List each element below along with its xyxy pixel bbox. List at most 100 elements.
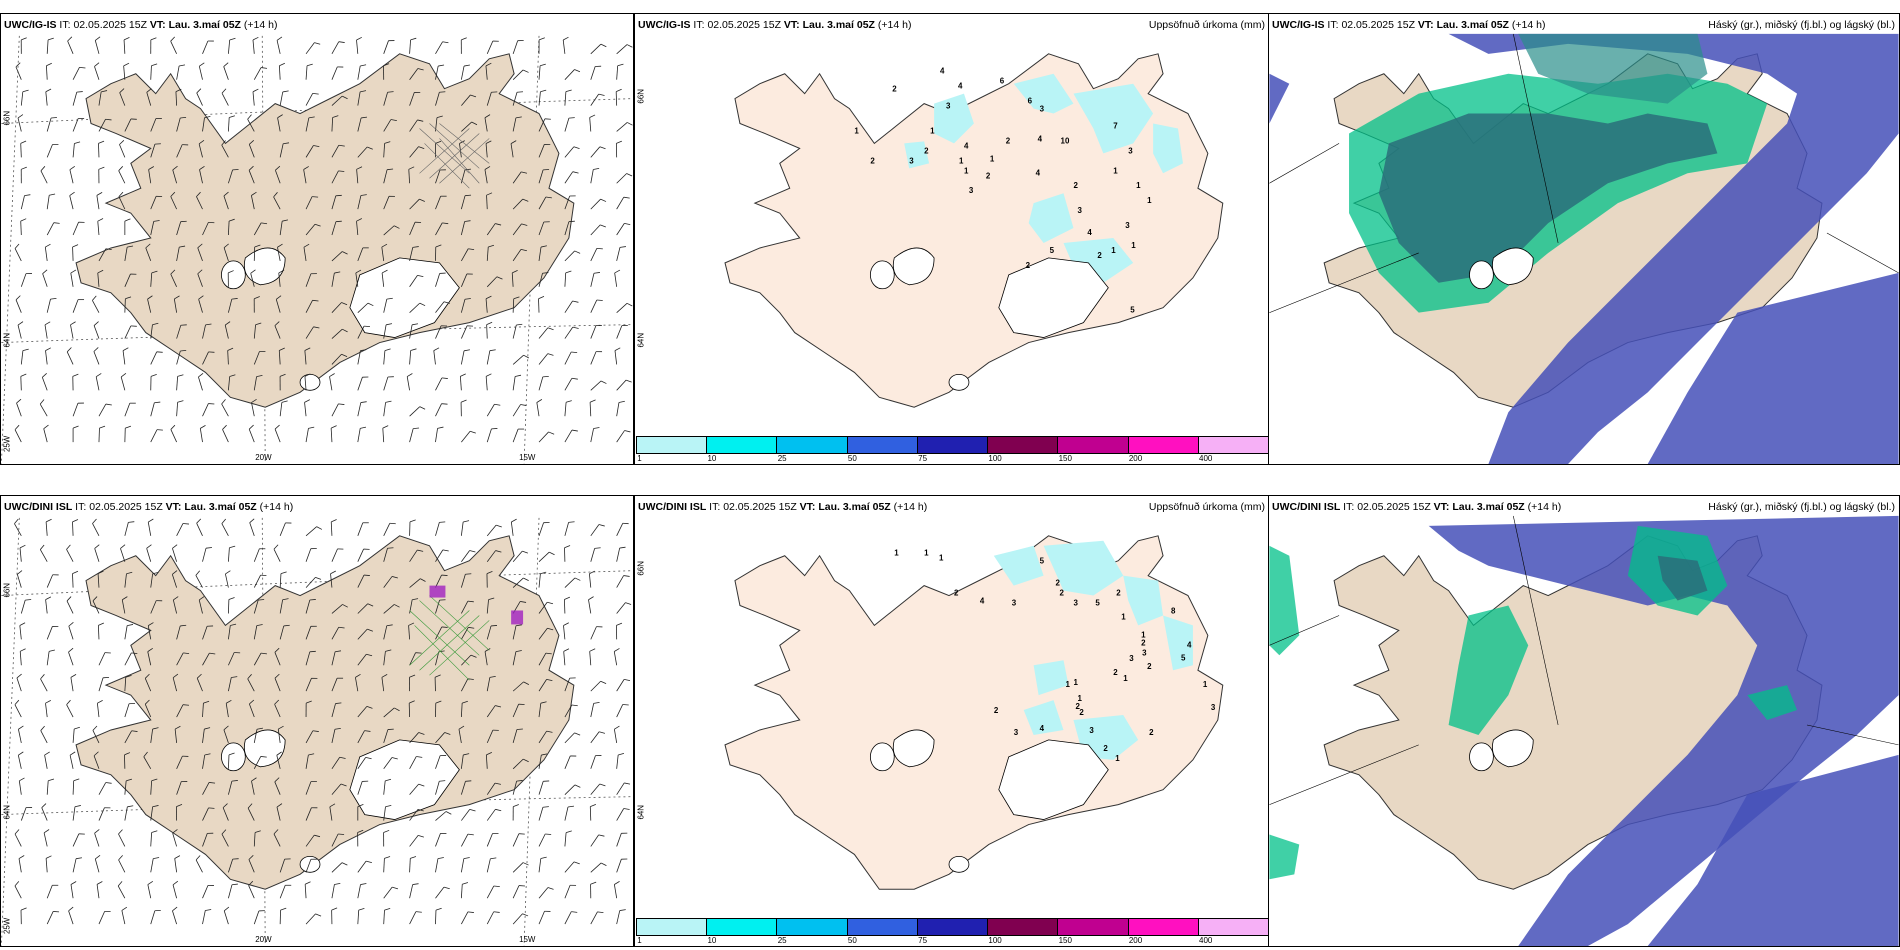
wind-barb-flag xyxy=(231,298,238,300)
wind-barb xyxy=(176,781,182,795)
wind-barb xyxy=(409,884,414,899)
lon-15-label: 15W xyxy=(519,453,536,462)
wind-barb xyxy=(249,703,255,718)
colorbar-cell xyxy=(776,918,848,936)
wind-barb xyxy=(150,196,157,210)
precip-map-panel-top: UWC/IG-IS IT: 02.05.2025 15Z VT: Lau. 3.… xyxy=(634,13,1270,465)
wind-barb xyxy=(198,599,203,614)
wind-barb-flag xyxy=(590,803,597,807)
wind-barb-flag xyxy=(273,829,279,835)
wind-barb xyxy=(94,858,100,873)
wind-barb-flag xyxy=(495,808,502,812)
wind-barb xyxy=(305,781,312,795)
wind-barb xyxy=(357,860,367,873)
wind-barb-flag xyxy=(231,780,238,782)
wind-barb-flag xyxy=(439,780,446,782)
wind-barb-flag xyxy=(152,805,159,808)
wind-barb-flag xyxy=(170,36,176,42)
wind-barb xyxy=(150,402,155,417)
wind-barb-flag xyxy=(418,783,425,787)
precip-value-label: 3 xyxy=(909,156,914,165)
wind-barb-flag xyxy=(144,673,150,679)
wind-barb-flag xyxy=(600,224,606,228)
wind-barb xyxy=(17,324,22,339)
wind-barb xyxy=(176,221,182,236)
wind-barb xyxy=(383,225,395,236)
wind-barb-flag xyxy=(342,95,348,100)
wind-barb-flag xyxy=(252,36,259,41)
wind-barb-flag xyxy=(391,757,398,760)
wind-barb-flag xyxy=(513,296,520,300)
wind-barb xyxy=(564,272,567,287)
wind-barb xyxy=(305,548,312,562)
wind-barb xyxy=(227,350,229,365)
wind-barb xyxy=(19,651,22,666)
cloud-map-panel-top: UWC/IG-IS IT: 02.05.2025 15Z VT: Lau. 3.… xyxy=(1268,13,1900,465)
wind-barb xyxy=(564,911,572,925)
wind-barb xyxy=(461,654,472,666)
wind-barb xyxy=(72,521,74,536)
wind-barb xyxy=(17,117,22,132)
wind-barb xyxy=(124,703,130,718)
precip-value-label: 2 xyxy=(1147,662,1152,671)
wind-barb xyxy=(486,782,496,795)
wind-barb-flag xyxy=(468,248,475,251)
wind-barb xyxy=(331,678,338,692)
wind-barb-flag xyxy=(249,699,255,705)
wind-barb xyxy=(331,195,337,210)
wind-barb xyxy=(383,548,388,562)
wind-barb xyxy=(486,350,491,365)
colorbar-cell xyxy=(1127,436,1199,454)
wind-barb-flag xyxy=(45,596,52,600)
wind-barb-flag xyxy=(394,707,400,712)
wind-barb-flag xyxy=(146,544,152,549)
wind-barb-flag xyxy=(247,674,252,680)
wind-barb-flag xyxy=(418,835,424,838)
wind-barb-flag xyxy=(547,327,554,331)
wind-barb-flag xyxy=(74,805,81,808)
wind-barb xyxy=(590,680,601,692)
wind-barb-flag xyxy=(600,198,607,202)
wind-barb xyxy=(383,625,388,640)
precip-value-label: 4 xyxy=(964,141,969,150)
precip-value-label: 3 xyxy=(1089,726,1094,735)
wind-barb-flag xyxy=(105,118,112,121)
wind-barb xyxy=(409,275,418,288)
wind-barb-flag xyxy=(600,862,607,867)
wind-barb xyxy=(98,782,107,795)
wind-barb-flag xyxy=(385,649,392,652)
wind-barb-flag xyxy=(485,373,492,377)
wind-barb-flag xyxy=(382,425,389,429)
wind-barb-flag xyxy=(540,89,547,93)
wind-barb xyxy=(273,548,281,562)
wind-barb-flag xyxy=(93,321,99,326)
wind-barb-flag xyxy=(179,64,186,67)
wind-barb-flag xyxy=(101,90,108,93)
wind-barb xyxy=(512,862,524,873)
wind-barb xyxy=(18,729,22,743)
wind-barb xyxy=(124,325,132,339)
wind-barb-flag xyxy=(418,732,425,735)
wind-barb-flag xyxy=(221,140,226,146)
wind-barb-flag xyxy=(599,731,606,734)
wind-barb xyxy=(590,380,602,391)
precip-value-label: 1 xyxy=(1136,181,1141,190)
wind-barb-flag xyxy=(145,243,151,249)
wind-barb xyxy=(16,574,22,588)
wind-barb xyxy=(433,350,436,365)
wind-barb-flag xyxy=(494,403,501,406)
wind-barb-flag xyxy=(276,751,282,756)
wind-barb xyxy=(435,377,443,391)
wind-barb xyxy=(383,299,388,313)
precip-value-label: 1 xyxy=(894,549,899,558)
wind-barb-flag xyxy=(564,596,571,600)
wind-barb-flag xyxy=(256,375,263,377)
wind-barb-flag xyxy=(547,887,554,890)
wind-barb xyxy=(383,169,388,184)
wind-barb xyxy=(383,780,386,795)
wind-barb-flag xyxy=(95,36,101,41)
wind-barb-flag xyxy=(522,550,528,554)
wind-barb-flag xyxy=(172,544,178,549)
wind-barb xyxy=(305,65,308,80)
